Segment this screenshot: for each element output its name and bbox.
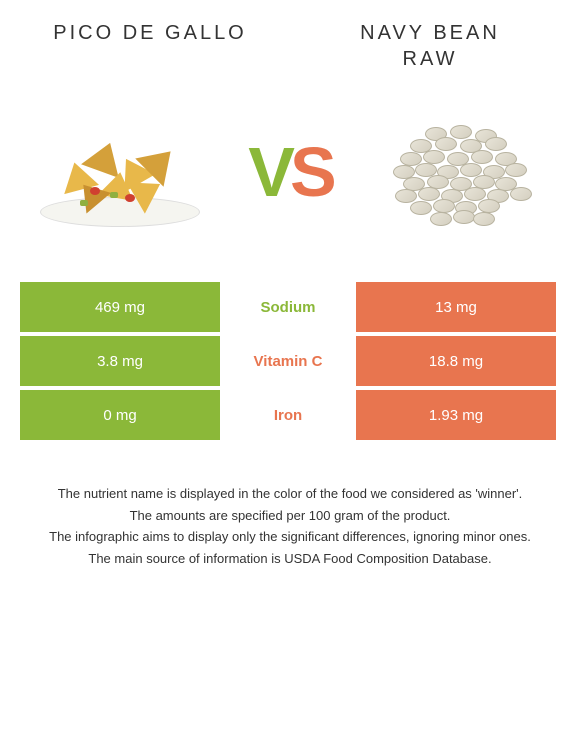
header-row: PICO DE GALLO NAVY BEAN RAW [0,0,580,82]
vs-v-letter: V [248,133,290,211]
beans-illustration [385,117,535,227]
vs-label: VS [248,132,331,212]
nutrient-right-value: 13 mg [356,282,556,332]
nutrient-table: 469 mg Sodium 13 mg 3.8 mg Vitamin C 18.… [20,282,560,440]
food-left-image [40,107,200,237]
nutrient-name: Vitamin C [224,336,352,386]
nutrient-right-value: 18.8 mg [356,336,556,386]
nutrient-left-value: 3.8 mg [20,336,220,386]
food-right-title: NAVY BEAN RAW [330,20,530,72]
images-row: VS [0,82,580,282]
footer-line: The main source of information is USDA F… [30,549,550,569]
footer-line: The infographic aims to display only the… [30,527,550,547]
footer-line: The amounts are specified per 100 gram o… [30,506,550,526]
nutrient-right-value: 1.93 mg [356,390,556,440]
footer-notes: The nutrient name is displayed in the co… [0,444,580,590]
table-row: 3.8 mg Vitamin C 18.8 mg [20,336,560,386]
table-row: 0 mg Iron 1.93 mg [20,390,560,440]
table-row: 469 mg Sodium 13 mg [20,282,560,332]
food-left-title: PICO DE GALLO [50,20,250,72]
nutrient-left-value: 469 mg [20,282,220,332]
food-right-image [380,107,540,237]
nachos-illustration [40,117,200,227]
footer-line: The nutrient name is displayed in the co… [30,484,550,504]
nutrient-name: Sodium [224,282,352,332]
vs-s-letter: S [290,133,332,211]
nutrient-left-value: 0 mg [20,390,220,440]
nutrient-name: Iron [224,390,352,440]
